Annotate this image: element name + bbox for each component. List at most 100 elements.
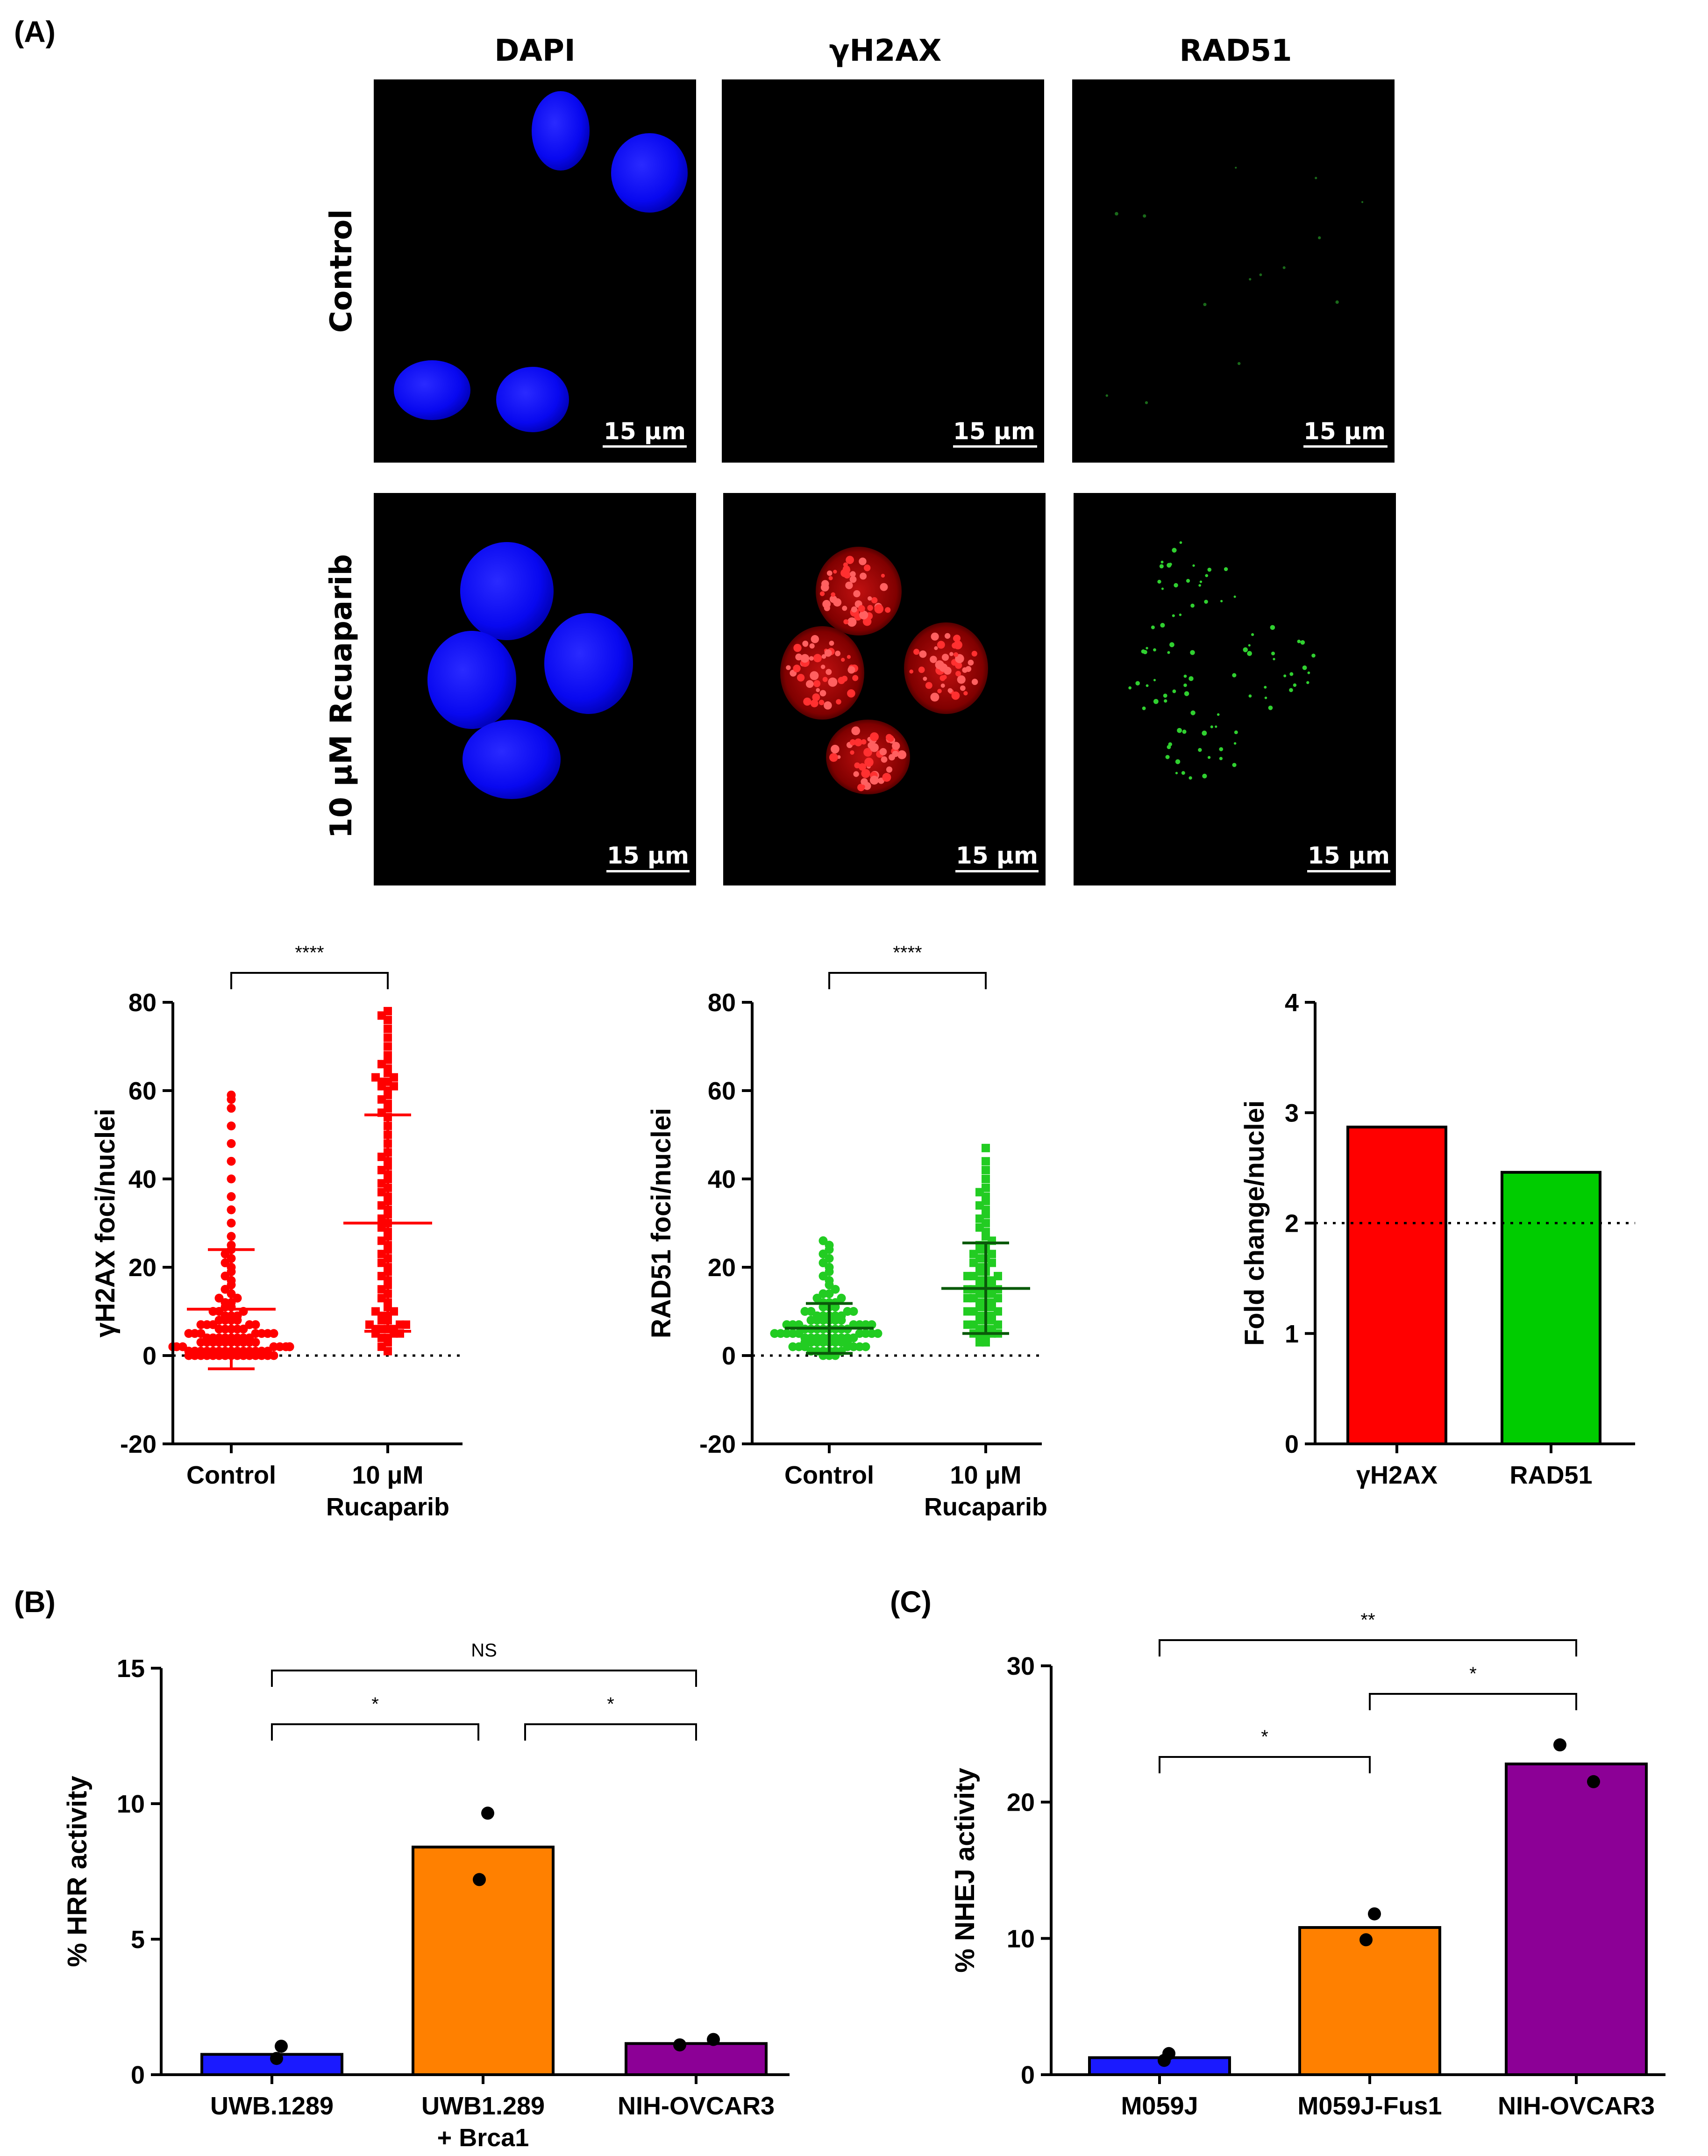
gh2ax-focus xyxy=(802,640,809,647)
data-point xyxy=(873,1329,882,1338)
gh2ax-focus xyxy=(860,572,867,580)
rad51-focus xyxy=(1179,541,1182,544)
data-point xyxy=(371,1307,380,1316)
data-point xyxy=(982,1183,990,1192)
gh2ax-focus xyxy=(795,653,803,661)
data-point xyxy=(196,1320,206,1329)
rad51-focus xyxy=(1268,705,1273,710)
rad51-focus xyxy=(1159,564,1164,569)
rad51-focus xyxy=(1167,745,1171,750)
gh2ax-focus xyxy=(861,769,870,778)
gh2ax-focus xyxy=(850,750,854,755)
bar xyxy=(412,1845,555,2077)
column-title-dapi: DAPI xyxy=(494,34,575,68)
y-axis-label: Fold change/nuclei xyxy=(1239,1100,1270,1346)
data-point xyxy=(982,1166,990,1175)
gh2ax-focus xyxy=(824,701,832,710)
gh2ax-focus xyxy=(955,671,961,677)
gh2ax-focus xyxy=(786,665,791,671)
rad51-focus xyxy=(1146,684,1149,687)
gh2ax-focus xyxy=(846,556,854,564)
gh2ax-focus xyxy=(957,675,966,684)
gh2ax-focus xyxy=(829,641,834,646)
data-point xyxy=(673,2038,686,2052)
data-point xyxy=(233,1333,242,1342)
panel-label-a: (A) xyxy=(14,15,56,49)
data-point xyxy=(221,1333,230,1342)
gh2ax-focus xyxy=(831,744,840,754)
rad51-focus xyxy=(1243,647,1248,652)
significance-bracket xyxy=(828,972,987,989)
gh2ax-focus xyxy=(836,699,841,705)
rad51-focus xyxy=(1282,266,1286,269)
rad51-focus xyxy=(1207,567,1212,572)
gh2ax-focus xyxy=(847,689,855,698)
rad51-focus xyxy=(1188,676,1194,681)
gh2ax-focus xyxy=(833,570,837,574)
gh2ax-focus xyxy=(835,650,841,657)
gh2ax-focus xyxy=(793,643,802,652)
scale-bar-label: 15 μm xyxy=(1308,842,1390,869)
gh2ax-focus xyxy=(942,675,947,679)
gh2ax-focus xyxy=(931,632,939,641)
significance-label: NS xyxy=(471,1640,497,1661)
category-label: RAD51 xyxy=(1509,1461,1592,1489)
data-point xyxy=(190,1329,199,1338)
rad51-focus xyxy=(1198,584,1201,587)
rad51-focus xyxy=(1172,548,1177,553)
rad51-focus xyxy=(1204,600,1208,604)
data-point xyxy=(202,1320,212,1329)
gh2ax-focus xyxy=(812,693,820,701)
rad51-focus xyxy=(1128,686,1132,690)
gh2ax-focus xyxy=(850,571,856,577)
y-tick-label: 0 xyxy=(1021,2061,1035,2089)
rad51-focus xyxy=(1153,648,1156,652)
category-label: 10 μM xyxy=(352,1461,423,1489)
rad51-focus xyxy=(1232,673,1237,678)
rad51-focus xyxy=(1302,665,1307,670)
y-tick-label: 60 xyxy=(128,1077,157,1105)
bar xyxy=(1501,1171,1601,1445)
gh2ax-focus xyxy=(871,597,878,604)
gh2ax-focus xyxy=(953,640,962,650)
rad51-focus xyxy=(1199,580,1203,583)
y-tick-label: -20 xyxy=(120,1430,157,1458)
data-point xyxy=(233,1347,242,1356)
micrograph-rucaparib-dapi: 15 μm xyxy=(374,493,696,885)
rad51-focus xyxy=(1145,401,1148,404)
y-tick-label: 0 xyxy=(1285,1430,1299,1458)
data-point xyxy=(481,1806,494,1820)
micrograph-control-dapi: 15 μm xyxy=(374,79,696,463)
data-point xyxy=(384,1042,392,1051)
y-tick-label: 40 xyxy=(708,1165,736,1193)
gh2ax-focus xyxy=(793,664,801,672)
rad51-focus xyxy=(1183,674,1187,678)
rad51-focus xyxy=(1203,303,1207,307)
y-tick-label: 20 xyxy=(1007,1789,1035,1817)
gh2ax-focus xyxy=(955,662,962,669)
gh2ax-focus xyxy=(925,682,932,689)
rad51-focus xyxy=(1190,650,1195,655)
gh2ax-focus xyxy=(869,732,879,742)
gh2ax-focus xyxy=(818,700,825,706)
rad51-focus xyxy=(1215,725,1217,728)
rad51-focus xyxy=(1306,681,1309,684)
gh2ax-focus xyxy=(849,576,857,583)
micrograph-rucaparib-gh2ax: 15 μm xyxy=(723,493,1046,885)
rad51-focus xyxy=(1160,560,1164,564)
data-point xyxy=(867,1329,876,1338)
rad51-focus xyxy=(1335,300,1339,304)
gh2ax-focus xyxy=(828,576,833,580)
gh2ax-focus xyxy=(918,666,925,673)
category-label: Rucaparib xyxy=(326,1493,449,1521)
y-tick-label: 80 xyxy=(128,989,157,1017)
rad51-focus xyxy=(1237,362,1241,365)
gh2ax-focus xyxy=(881,756,888,763)
gh2ax-focus xyxy=(930,656,937,663)
gh2ax-focus xyxy=(874,604,884,614)
data-point xyxy=(285,1342,294,1351)
rad51-focus xyxy=(1219,747,1224,751)
data-point xyxy=(812,1333,822,1342)
category-label: UWB1.289 xyxy=(421,2092,545,2120)
rad51-focus xyxy=(1217,713,1220,716)
